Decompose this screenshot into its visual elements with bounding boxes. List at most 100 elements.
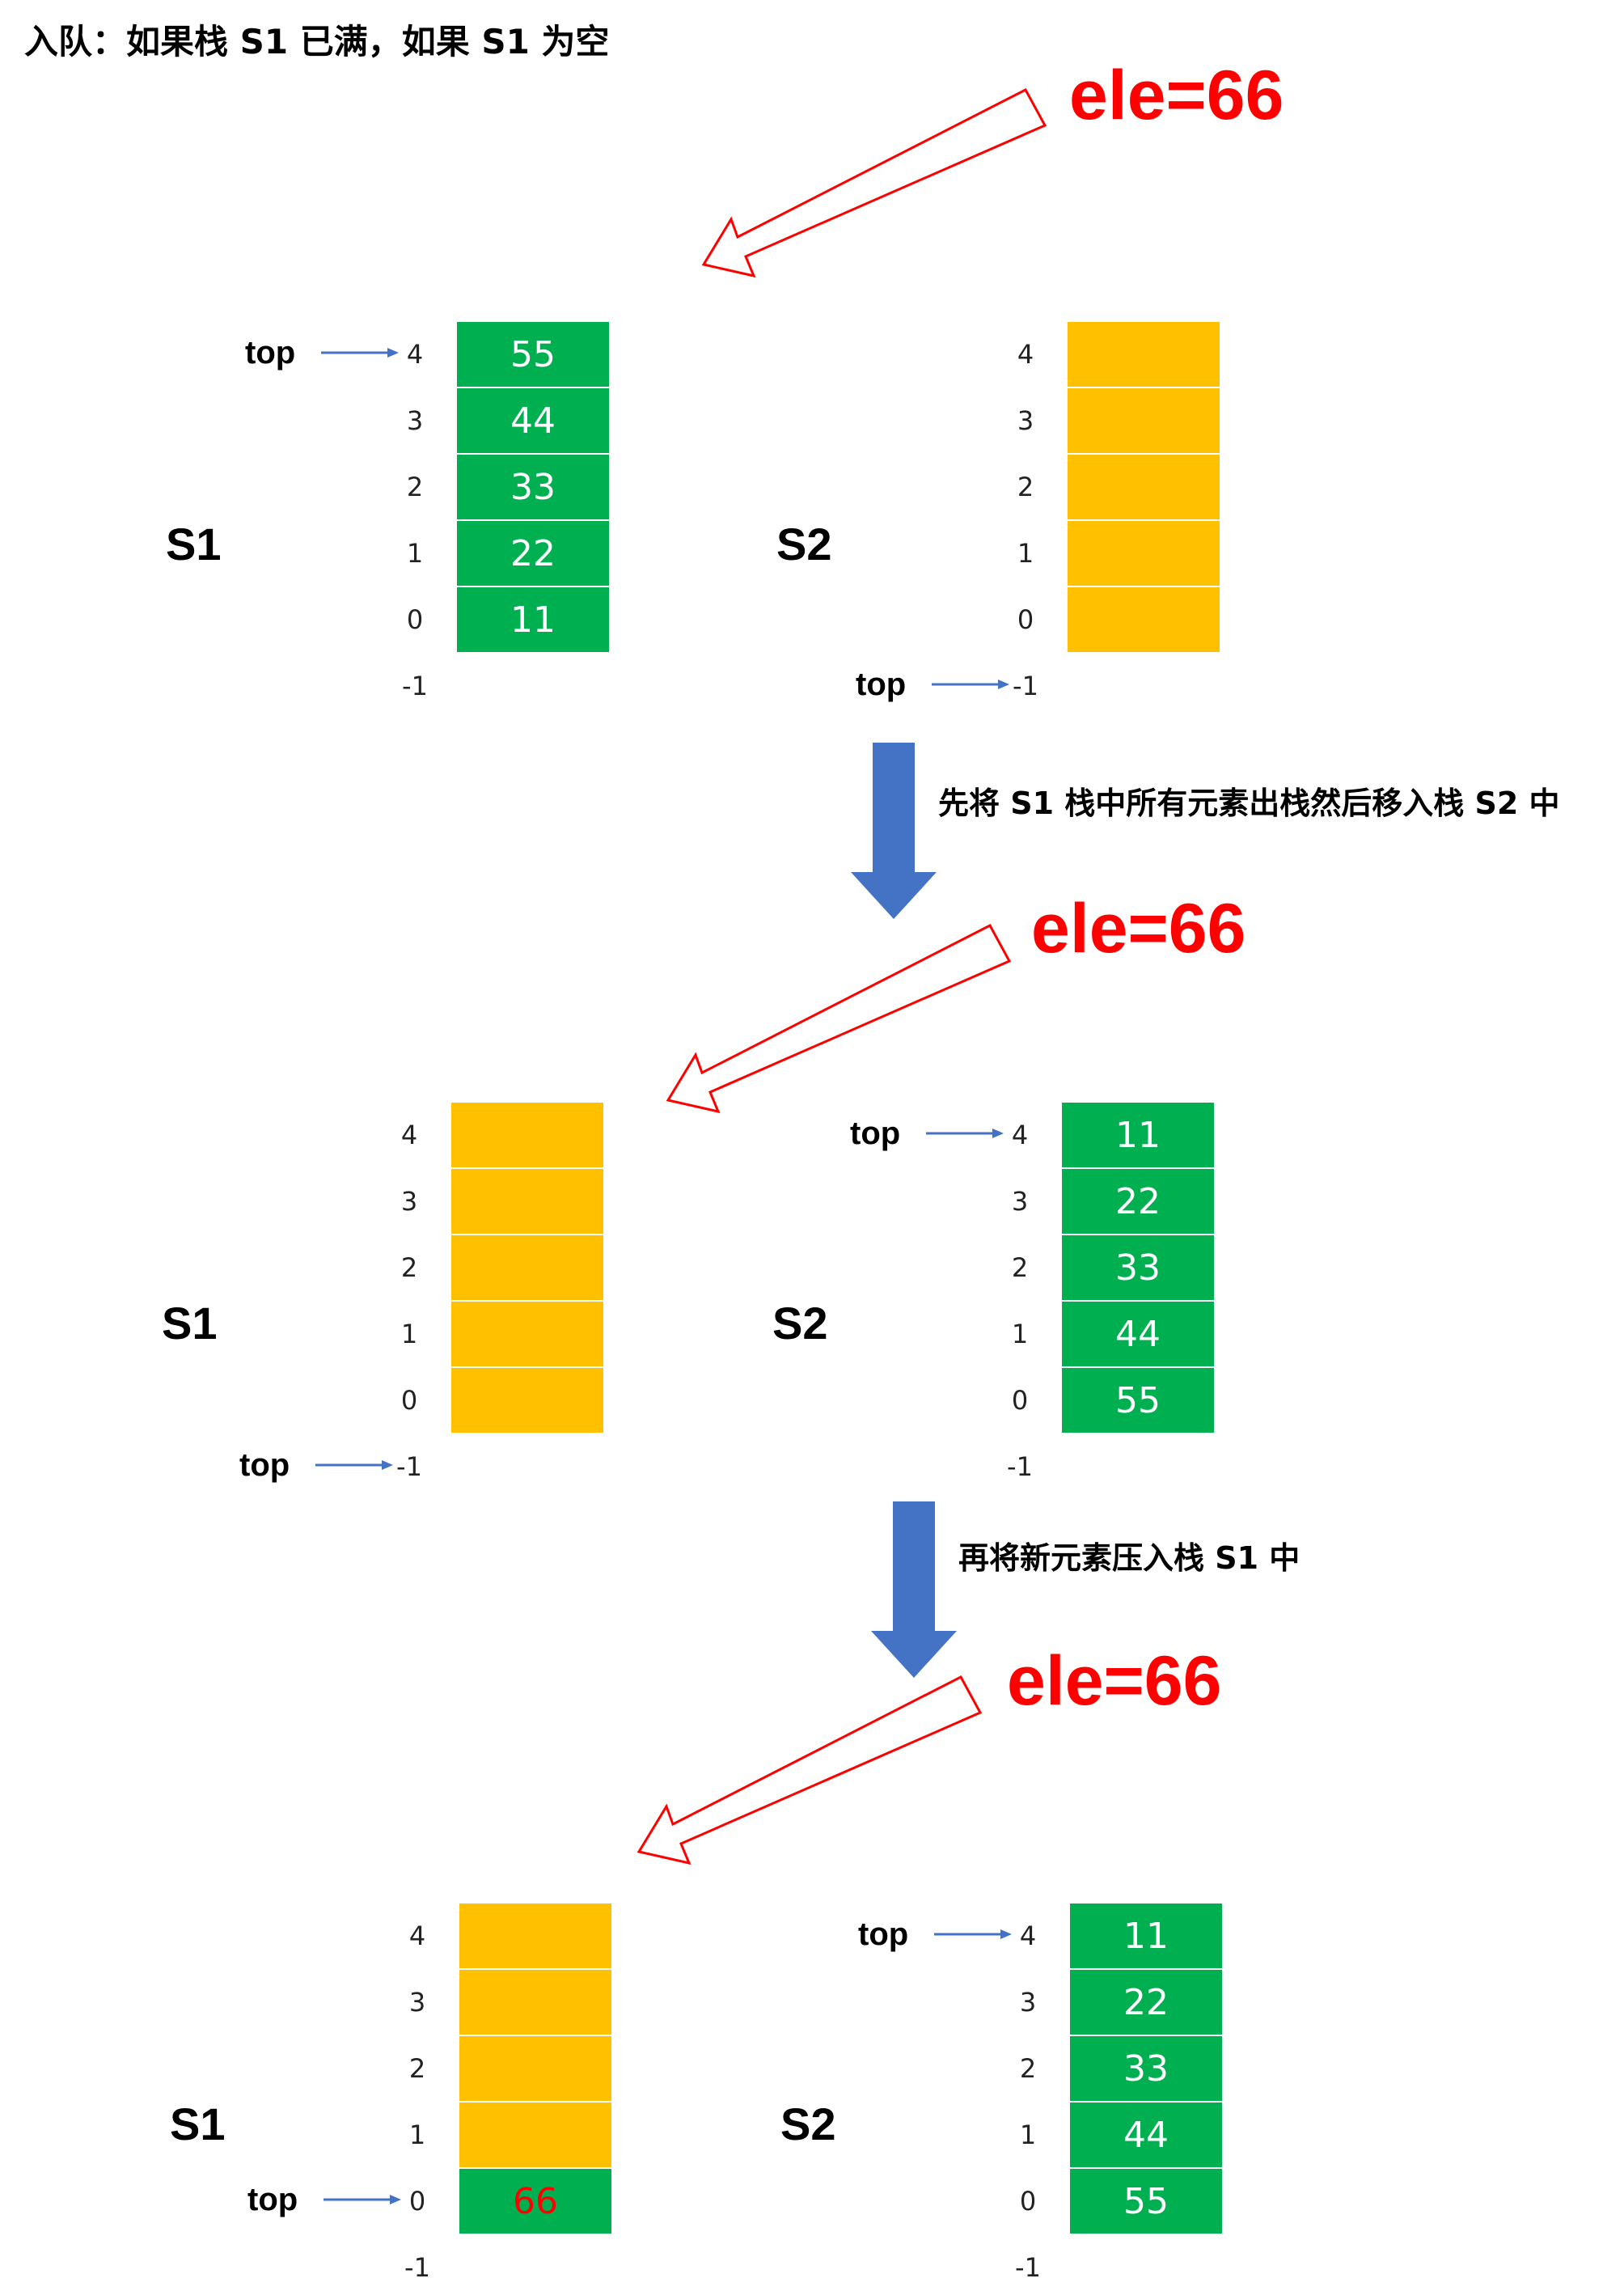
stack-cell: 55 <box>1062 1368 1214 1433</box>
stack-cell: 33 <box>1070 2036 1222 2101</box>
stack-cell: 44 <box>457 388 609 453</box>
index-label: 3 <box>400 1186 418 1217</box>
stack-s2-column: 11 22 33 44 55 <box>1070 1904 1222 2235</box>
index-label: 0 <box>400 1385 418 1416</box>
top-label: top <box>858 1916 909 1952</box>
index-label: 1 <box>1017 538 1034 569</box>
top-pointer-s2: top <box>856 668 1017 701</box>
stack-cell: 55 <box>457 322 609 387</box>
stack-cell: 22 <box>1062 1169 1214 1234</box>
index-label: -1 <box>1007 1451 1033 1482</box>
stack-name-s1: S1 <box>162 1298 218 1349</box>
index-label: 4 <box>406 339 424 370</box>
stack-cell <box>451 1302 603 1366</box>
top-pointer-s2: top <box>850 1117 1012 1150</box>
index-label: 4 <box>1019 1920 1037 1951</box>
stack-name-s2: S2 <box>776 519 832 570</box>
page-title: 入队：如果栈 S1 已满，如果 S1 为空 <box>24 22 610 61</box>
index-label: 3 <box>406 405 424 436</box>
top-pointer-s1: top <box>245 337 407 369</box>
index-label: 3 <box>1011 1186 1029 1217</box>
index-label: 2 <box>408 2053 426 2084</box>
stack-cell: 11 <box>457 587 609 652</box>
stack-cell <box>1068 587 1220 652</box>
stack-cell <box>1068 388 1220 453</box>
index-label: 2 <box>1017 472 1034 502</box>
pointer-arrow-icon <box>926 1129 1004 1138</box>
stack-cell <box>451 1169 603 1234</box>
stack-cell <box>1068 455 1220 519</box>
stack-cell: 22 <box>457 521 609 586</box>
index-label: 1 <box>400 1319 418 1349</box>
insert-arrow-3 <box>636 1675 983 1865</box>
insert-arrow-1 <box>701 87 1047 278</box>
stack-name-s1: S1 <box>170 2098 226 2149</box>
stack-s1-column: 55 44 33 22 11 <box>457 322 609 654</box>
stack-cell <box>451 1368 603 1433</box>
stack-cell: 44 <box>1062 1302 1214 1366</box>
stack-cell <box>1068 322 1220 387</box>
index-label: 3 <box>408 1987 426 2018</box>
index-label: 2 <box>400 1252 418 1283</box>
index-label: -1 <box>402 671 428 701</box>
stack-cell <box>459 1904 611 1968</box>
top-label: top <box>850 1116 901 1151</box>
stack-s2-column <box>1068 322 1220 654</box>
index-label: 3 <box>1019 1987 1037 2018</box>
stack-cell: 11 <box>1062 1103 1214 1167</box>
down-arrow-icon <box>851 743 937 919</box>
top-pointer-s1: top <box>239 1449 401 1481</box>
pointer-arrow-icon <box>932 680 1009 689</box>
pointer-arrow-icon <box>321 348 399 358</box>
pointer-arrow-icon <box>934 1929 1012 1939</box>
step-caption-1: 先将 S1 栈中所有元素出栈然后移入栈 S2 中 <box>938 786 1560 821</box>
top-label: top <box>247 2182 298 2217</box>
stack-cell: 11 <box>1070 1904 1222 1968</box>
stack-cell <box>459 2036 611 2101</box>
index-label: 4 <box>1011 1120 1029 1150</box>
index-label: 2 <box>406 472 424 502</box>
index-label: 0 <box>406 604 424 635</box>
down-arrow-icon <box>871 1501 957 1678</box>
index-label: 2 <box>1019 2053 1037 2084</box>
index-label: -1 <box>404 2252 430 2283</box>
index-label: -1 <box>396 1451 422 1482</box>
stack-cell: 66 <box>459 2169 611 2234</box>
index-label: 4 <box>1017 339 1034 370</box>
index-label: 0 <box>1011 1385 1029 1416</box>
insert-arrow-2 <box>666 923 1012 1114</box>
pointer-arrow-icon <box>324 2195 401 2204</box>
index-label: 0 <box>1019 2186 1037 2217</box>
stack-cell: 22 <box>1070 1970 1222 2035</box>
index-label: 3 <box>1017 405 1034 436</box>
top-label: top <box>856 667 907 702</box>
stack-s2-column: 11 22 33 44 55 <box>1062 1103 1214 1434</box>
element-label-2: ele=66 <box>1031 890 1246 968</box>
stack-cell <box>1068 521 1220 586</box>
index-label: 1 <box>1019 2119 1037 2150</box>
stack-cell: 33 <box>457 455 609 519</box>
stack-s1-column: 66 <box>459 1904 611 2235</box>
index-label: 1 <box>406 538 424 569</box>
index-label: -1 <box>1013 671 1038 701</box>
stack-cell <box>459 2103 611 2167</box>
index-label: 0 <box>1017 604 1034 635</box>
top-label: top <box>245 335 296 371</box>
index-label: 1 <box>1011 1319 1029 1349</box>
element-label-3: ele=66 <box>1007 1642 1222 1720</box>
index-label: 1 <box>408 2119 426 2150</box>
stack-name-s1: S1 <box>166 519 222 570</box>
top-label: top <box>239 1447 290 1483</box>
top-pointer-s1: top <box>247 2183 409 2216</box>
stack-cell <box>451 1103 603 1167</box>
index-label: -1 <box>1015 2252 1041 2283</box>
step-caption-2: 再将新元素压入栈 S1 中 <box>958 1540 1300 1576</box>
stack-cell: 55 <box>1070 2169 1222 2234</box>
stack-cell <box>459 1970 611 2035</box>
top-pointer-s2: top <box>858 1918 1020 1950</box>
stack-cell: 33 <box>1062 1235 1214 1300</box>
element-label-1: ele=66 <box>1069 57 1284 134</box>
index-label: 0 <box>408 2186 426 2217</box>
stack-name-s2: S2 <box>772 1298 828 1349</box>
stack-cell: 44 <box>1070 2103 1222 2167</box>
